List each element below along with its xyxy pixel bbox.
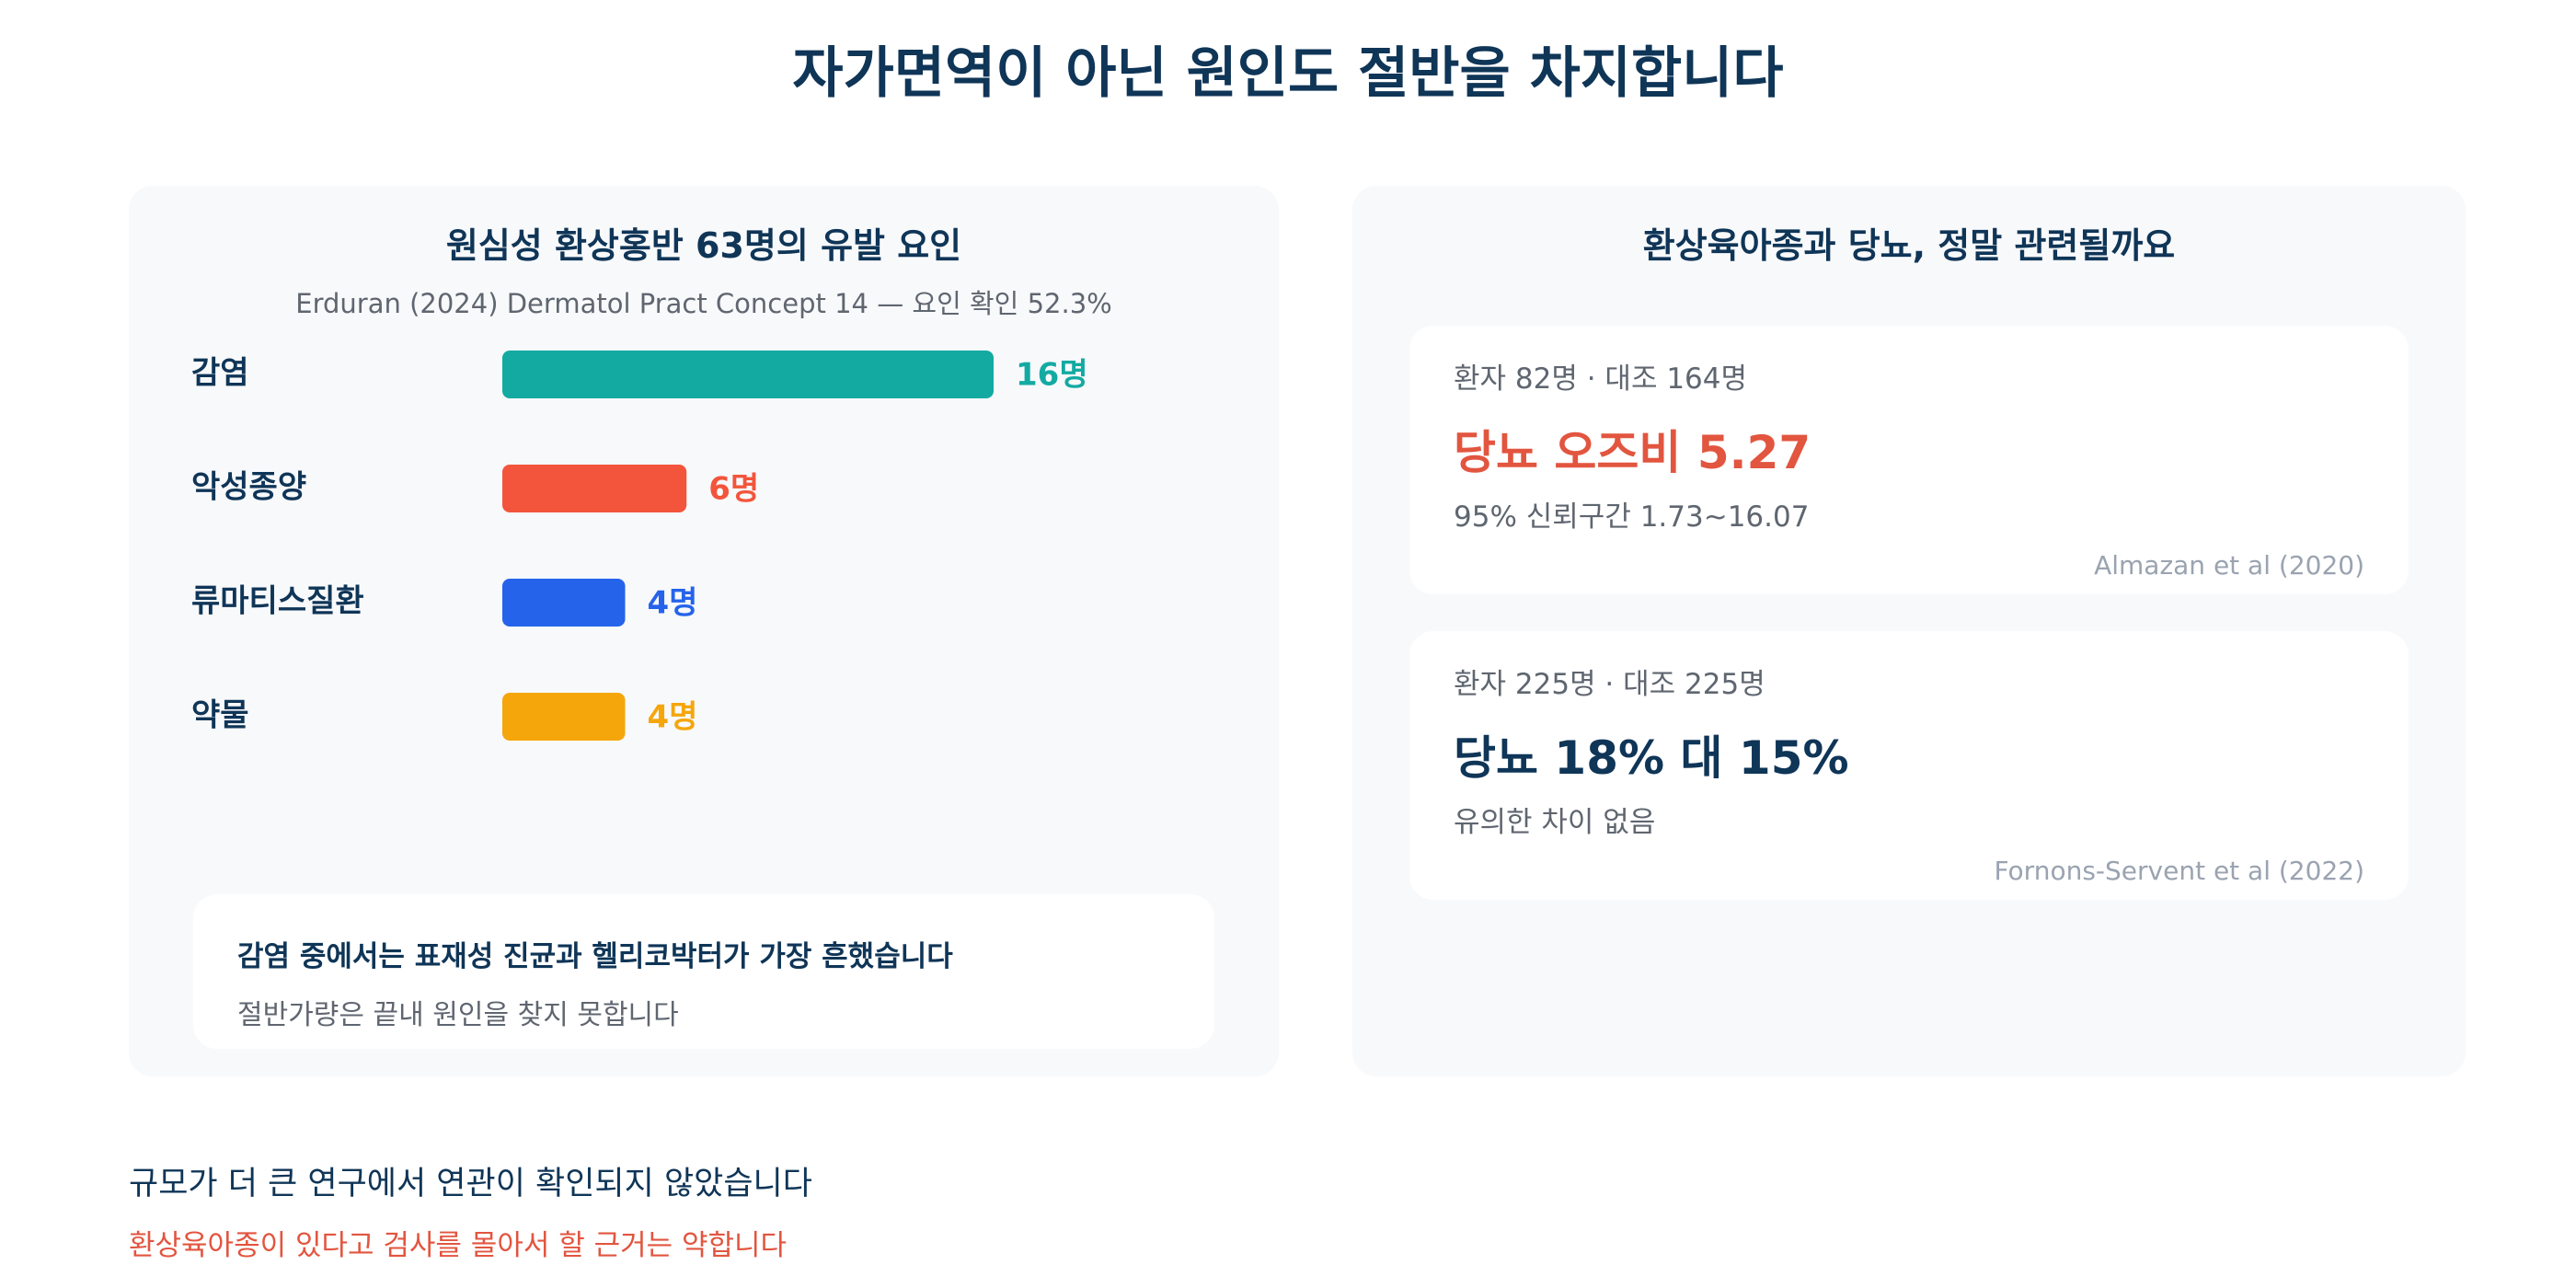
study-detail: 유의한 차이 없음 bbox=[1454, 806, 1656, 839]
footer-conclusion: 규모가 더 큰 연구에서 연관이 확인되지 않았습니다 bbox=[129, 1166, 812, 1202]
bar bbox=[502, 693, 626, 741]
study-card-almazan: 환자 82명 · 대조 164명 당뇨 오즈비 5.27 95% 신뢰구간 1.… bbox=[1409, 326, 2409, 594]
granuloma-diabetes-panel: 환상육아종과 당뇨, 정말 관련될까요 환자 82명 · 대조 164명 당뇨 … bbox=[1352, 186, 2466, 1076]
study-citation: Fornons-Servent et al (2022) bbox=[1994, 856, 2364, 886]
note-headline: 감염 중에서는 표재성 진균과 헬리코박터가 가장 흔했습니다 bbox=[237, 940, 953, 973]
study-sample-sizes: 환자 225명 · 대조 225명 bbox=[1454, 668, 1765, 701]
bar-value-label: 6명 bbox=[708, 471, 759, 508]
study-citation: Almazan et al (2020) bbox=[2094, 550, 2364, 581]
footer-warning: 환상육아종이 있다고 검사를 몰아서 할 근거는 약합니다 bbox=[129, 1229, 788, 1262]
study-detail: 95% 신뢰구간 1.73~16.07 bbox=[1454, 500, 1810, 534]
trigger-factors-panel: 원심성 환상홍반 63명의 유발 요인 Erduran (2024) Derma… bbox=[129, 186, 1279, 1076]
category-label: 약물 bbox=[191, 697, 249, 734]
bar bbox=[502, 351, 994, 398]
panel-title: 환상육아종과 당뇨, 정말 관련될까요 bbox=[1642, 225, 2176, 266]
infection-note-card: 감염 중에서는 표재성 진균과 헬리코박터가 가장 흔했습니다 절반가량은 끝내… bbox=[193, 894, 1214, 1049]
bar bbox=[502, 465, 687, 512]
bar-value-label: 4명 bbox=[648, 585, 698, 622]
study-key-result: 당뇨 18% 대 15% bbox=[1454, 731, 1849, 785]
bar bbox=[502, 579, 626, 627]
category-label: 류마티스질환 bbox=[191, 583, 364, 620]
study-key-result: 당뇨 오즈비 5.27 bbox=[1454, 426, 1811, 479]
category-label: 감염 bbox=[191, 355, 249, 392]
study-card-fornons: 환자 225명 · 대조 225명 당뇨 18% 대 15% 유의한 차이 없음… bbox=[1409, 631, 2409, 900]
category-label: 악성종양 bbox=[191, 469, 306, 506]
study-sample-sizes: 환자 82명 · 대조 164명 bbox=[1454, 362, 1748, 396]
chart-title: 원심성 환상홍반 63명의 유발 요인 bbox=[445, 225, 962, 266]
page-title: 자가면역이 아닌 원인도 절반을 차지합니다 bbox=[792, 41, 1784, 106]
bar-value-label: 4명 bbox=[648, 699, 698, 736]
chart-subtitle: Erduran (2024) Dermatol Pract Concept 14… bbox=[295, 288, 1112, 319]
bar-value-label: 16명 bbox=[1016, 357, 1088, 394]
note-subtext: 절반가량은 끝내 원인을 찾지 못합니다 bbox=[237, 999, 679, 1031]
